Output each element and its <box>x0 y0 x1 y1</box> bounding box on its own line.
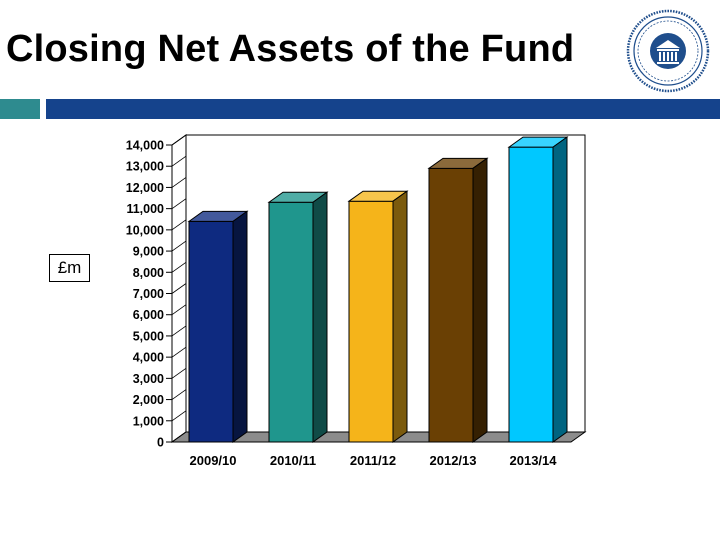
bar-side-2009-10 <box>232 210 248 443</box>
y-tick-depth-line <box>171 240 187 252</box>
accent-square <box>0 99 40 119</box>
y-tick-label: 7,000 <box>133 287 164 301</box>
y-tick-depth-line <box>171 325 187 337</box>
x-tick-label: 2011/12 <box>350 453 396 468</box>
y-tick-depth-line <box>171 410 187 422</box>
y-tick-depth-line <box>171 134 187 146</box>
y-tick-label: 10,000 <box>126 223 164 237</box>
y-tick-depth-line <box>171 198 187 209</box>
accent-bar <box>46 99 720 119</box>
y-tick-depth-line <box>171 177 187 188</box>
bar-side-2013-14 <box>552 136 568 443</box>
y-tick-depth-line <box>171 283 187 294</box>
y-tick-label: 1,000 <box>133 414 164 428</box>
y-tick-label: 3,000 <box>133 372 164 386</box>
bar-side-2011-12 <box>392 190 408 443</box>
pension-fund-logo-icon <box>626 9 710 93</box>
x-tick-label: 2013/14 <box>510 453 558 468</box>
y-tick-depth-line <box>171 261 187 273</box>
y-tick-label: 4,000 <box>133 351 164 365</box>
y-tick-depth-line <box>171 155 187 167</box>
y-tick-label: 12,000 <box>126 181 164 195</box>
bar-side-2010-11 <box>312 191 328 443</box>
bar-2012-13 <box>428 167 474 443</box>
y-tick-label: 11,000 <box>126 202 164 216</box>
x-tick-label: 2009/10 <box>190 453 237 468</box>
y-tick-depth-line <box>171 368 187 379</box>
y-tick-label: 8,000 <box>133 266 164 280</box>
slide-title: Closing Net Assets of the Fund <box>6 28 575 70</box>
y-axis-unit-label: £m <box>49 254 90 282</box>
bar-2013-14 <box>508 146 554 443</box>
y-tick-depth-line <box>171 219 187 231</box>
y-tick-label: 13,000 <box>126 160 164 174</box>
y-tick-depth-line <box>171 304 187 316</box>
bar-2010-11 <box>268 201 314 443</box>
y-tick-depth-line <box>171 431 187 443</box>
y-tick-label: 2,000 <box>133 393 164 407</box>
y-tick-depth-line <box>171 346 187 358</box>
y-tick-depth-line <box>171 389 187 400</box>
bar-side-2012-13 <box>472 157 488 443</box>
x-tick-label: 2012/13 <box>430 453 477 468</box>
y-tick-label: 0 <box>157 436 164 450</box>
bar-2011-12 <box>348 200 394 443</box>
y-tick-label: 14,000 <box>126 139 164 153</box>
y-tick-label: 5,000 <box>133 329 164 343</box>
bar-2009-10 <box>188 220 234 443</box>
y-tick-label: 6,000 <box>133 308 164 322</box>
y-tick-label: 9,000 <box>133 245 164 259</box>
x-tick-label: 2010/11 <box>270 453 316 468</box>
